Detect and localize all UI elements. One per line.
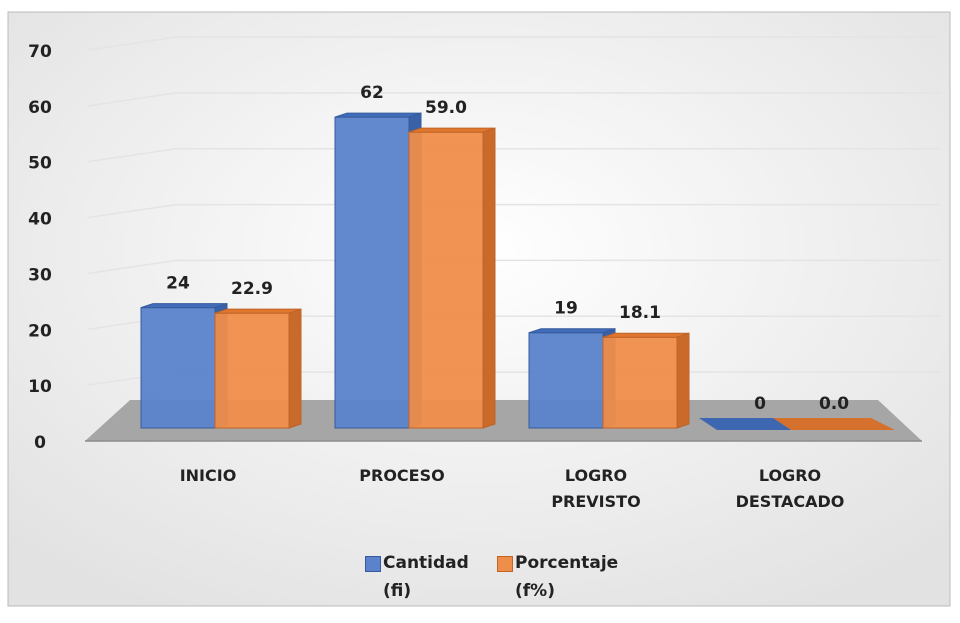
bar-top [602, 332, 690, 338]
data-label: 62 [360, 83, 384, 103]
grid-line [87, 36, 940, 51]
legend-label: Porcentaje (f%) [515, 553, 619, 601]
y-tick-label: 30 [28, 265, 52, 285]
bar-top [408, 127, 496, 133]
bar-top [140, 303, 228, 309]
legend-swatch [497, 556, 513, 572]
bar-front [214, 312, 290, 429]
data-label: 22.9 [231, 279, 273, 299]
grid-line [87, 203, 940, 219]
legend-label: Cantidad (fi) [383, 553, 469, 601]
bar [214, 308, 302, 429]
legend-swatch [365, 556, 381, 572]
x-tick-label: PROCESO [359, 466, 445, 485]
bar-top [214, 308, 302, 314]
bar [408, 127, 496, 429]
data-label: 24 [166, 274, 190, 294]
x-tick-label: LOGRO PREVISTO [551, 466, 641, 511]
bar-front [334, 116, 410, 429]
bar-front [140, 307, 216, 429]
x-tick-label: LOGRO DESTACADO [735, 466, 845, 511]
bar-front [528, 332, 604, 429]
y-tick-label: 70 [28, 42, 52, 62]
bar-front [408, 131, 484, 429]
bar [773, 418, 895, 430]
bar [528, 328, 616, 429]
data-label: 19 [554, 299, 578, 319]
y-tick-label: 0 [34, 433, 46, 453]
bar-top [334, 112, 422, 118]
y-tick-label: 50 [28, 154, 52, 174]
data-label: 0.0 [819, 394, 849, 414]
bar [334, 112, 422, 429]
data-label: 0 [754, 394, 766, 414]
bar-side [482, 127, 496, 429]
grid-line [87, 147, 940, 163]
x-tick-label: INICIO [179, 466, 237, 485]
data-label: 59.0 [425, 98, 467, 118]
bar-front [602, 336, 678, 429]
y-tick-label: 20 [28, 321, 52, 341]
grid-line [87, 92, 940, 107]
bar-side [288, 308, 302, 429]
bar-flat [773, 418, 895, 430]
data-label: 18.1 [619, 303, 661, 323]
y-tick-label: 60 [28, 98, 52, 118]
y-tick-label: 40 [28, 210, 52, 230]
bar [602, 332, 690, 429]
bar-top [528, 328, 616, 334]
bar [140, 302, 228, 429]
bar-side [676, 332, 690, 429]
grid-line [87, 259, 940, 275]
y-tick-label: 10 [28, 377, 52, 397]
